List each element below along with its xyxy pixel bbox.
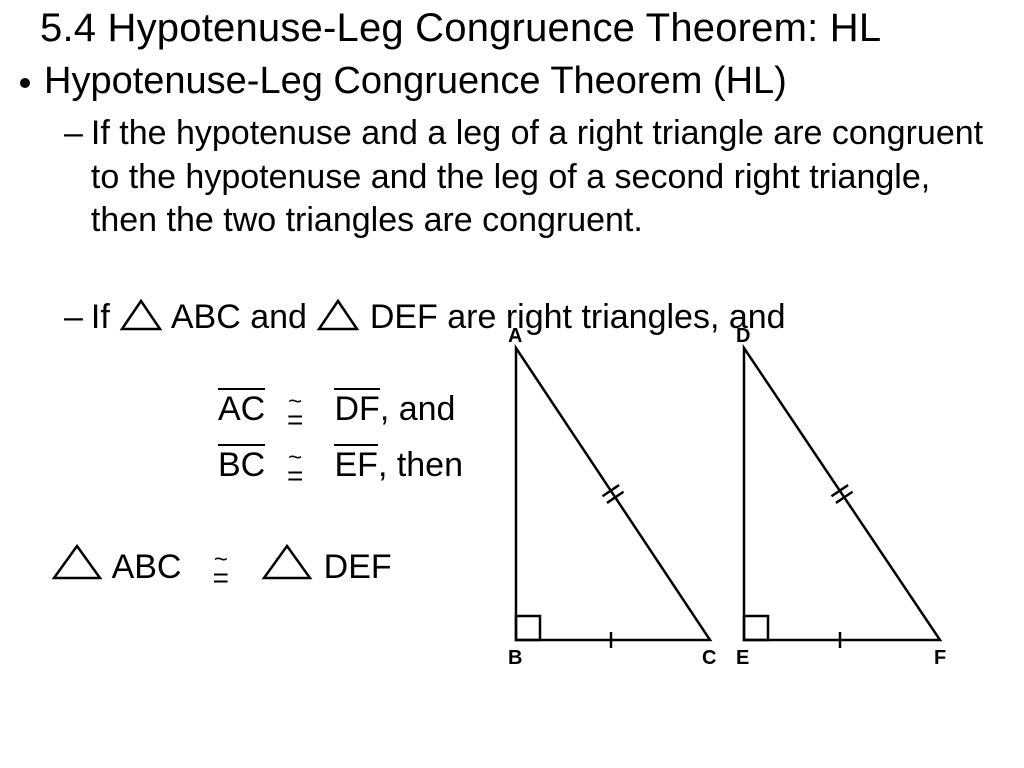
- bullet-disc-icon: [20, 78, 30, 88]
- sub-bullet-1: – If the hypotenuse and a leg of a right…: [64, 112, 984, 243]
- after-df: , and: [380, 390, 456, 428]
- vertex-label-e: E: [736, 647, 749, 669]
- after-ef: , then: [378, 446, 463, 484]
- sub2-prefix: If: [91, 298, 119, 336]
- congruent-icon: ~ =: [284, 452, 306, 482]
- sub-bullet-2-text: If ABC and DEF are right triangles, and: [91, 296, 786, 340]
- sub2-mid2: DEF are right triangles, and: [370, 298, 786, 336]
- main-bullet-text: Hypotenuse-Leg Congruence Theorem (HL): [44, 60, 787, 103]
- sub2-mid1: ABC and: [171, 298, 317, 336]
- vertex-label-b: B: [508, 647, 522, 669]
- dash-icon: –: [64, 112, 83, 156]
- segment-ef: EF: [334, 444, 377, 482]
- slide-title: 5.4 Hypotenuse-Leg Congruence Theorem: H…: [40, 6, 881, 51]
- congruent-icon: ~ =: [210, 554, 232, 584]
- math-line-3: ABC ~ = DEF: [50, 542, 392, 587]
- triangle-icon: [119, 298, 163, 332]
- main-bullet: Hypotenuse-Leg Congruence Theorem (HL): [20, 60, 787, 103]
- slide: 5.4 Hypotenuse-Leg Congruence Theorem: H…: [0, 0, 1024, 768]
- segment-ac: AC: [218, 388, 265, 426]
- segment-bc: BC: [218, 444, 265, 482]
- triangle-icon: [316, 298, 360, 332]
- congruent-icon: ~ =: [284, 396, 306, 426]
- triangle-abc-label: ABC: [112, 548, 182, 586]
- triangle-def-label: DEF: [324, 548, 392, 586]
- vertex-label-c: C: [702, 647, 716, 669]
- math-line-1: AC ~ = DF, and: [218, 388, 455, 429]
- sub-bullet-2: – If ABC and DEF are right triangles, an…: [64, 296, 984, 340]
- sub-bullet-1-text: If the hypotenuse and a leg of a right t…: [91, 112, 984, 243]
- math-line-2: BC ~ = EF, then: [218, 444, 463, 485]
- triangle-icon: [260, 542, 314, 582]
- dash-icon: –: [64, 296, 83, 340]
- triangle-icon: [50, 542, 104, 582]
- vertex-label-f: F: [934, 647, 946, 669]
- segment-df: DF: [334, 388, 379, 426]
